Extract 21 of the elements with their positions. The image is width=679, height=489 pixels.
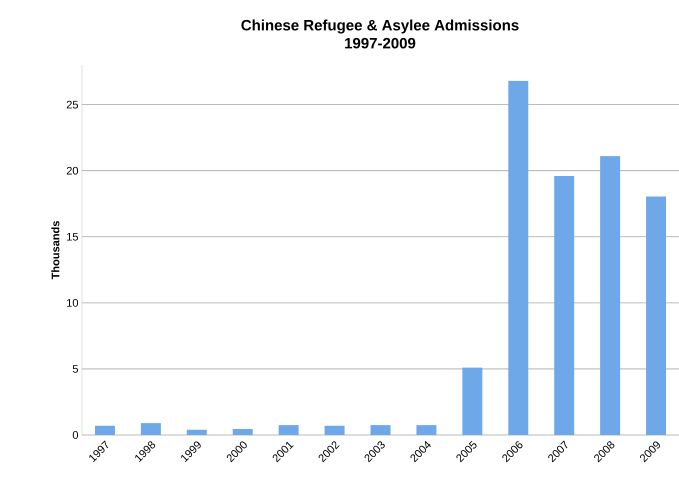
y-tick-label: 10	[67, 298, 78, 307]
bar	[94, 426, 115, 435]
bar	[416, 425, 436, 435]
bar	[278, 425, 299, 435]
bar	[554, 176, 574, 435]
chart-title: Chinese Refugee & Asylee Admissions 1997-2009	[241, 19, 519, 48]
y-tick-label: 25	[66, 100, 78, 109]
bar	[324, 426, 345, 435]
bar	[462, 368, 482, 435]
y-tick-label: 15	[67, 232, 78, 241]
bar	[232, 429, 253, 435]
bar	[508, 80, 528, 435]
y-tick-label: 0	[72, 431, 78, 439]
y-tick-label: 20	[66, 166, 78, 175]
y-tick-label: 5	[72, 365, 78, 373]
bar	[646, 196, 666, 435]
y-axis-title: Thousands	[51, 221, 60, 280]
bar	[600, 156, 620, 435]
bar	[370, 425, 391, 435]
bar	[140, 423, 161, 435]
bar	[186, 430, 207, 435]
